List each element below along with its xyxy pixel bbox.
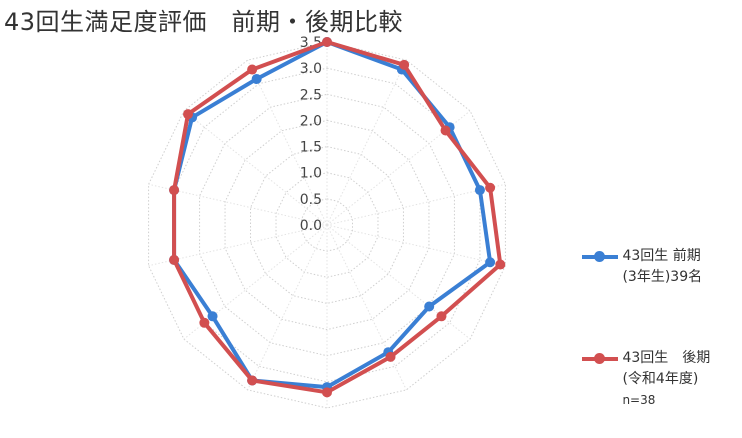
data-point <box>183 109 194 120</box>
r-tick-label: 1.0 <box>300 166 322 182</box>
data-point <box>322 37 332 47</box>
grid-spoke <box>326 110 471 226</box>
legend-label: 43回生 後期 <box>622 350 711 366</box>
legend-entry-series-1: 43回生 後期 (令和4年度) n=38 <box>582 348 710 411</box>
grid-spoke <box>326 59 407 226</box>
grid-spoke <box>183 224 328 340</box>
grid-spoke <box>247 59 328 226</box>
data-point <box>322 387 332 398</box>
grid-spoke <box>247 224 328 391</box>
radar-grid <box>148 41 506 409</box>
grid-spoke <box>326 183 506 226</box>
legend-label-line2: (令和4年度) <box>622 371 699 387</box>
data-point <box>385 351 396 362</box>
grid-spoke <box>326 224 471 340</box>
r-tick-label: 3.0 <box>300 61 322 77</box>
data-point <box>436 311 447 322</box>
data-point <box>169 185 180 196</box>
data-point <box>485 182 496 193</box>
legend-label-line2: (3年生)39名 <box>622 269 703 285</box>
data-point <box>399 59 410 70</box>
data-point <box>424 301 435 312</box>
r-tick-label: 2.5 <box>300 87 322 103</box>
series-layer <box>169 37 506 398</box>
grid-spoke <box>183 110 328 226</box>
radial-tick-labels: 0.00.51.01.52.02.53.03.5 <box>300 35 322 234</box>
grid-ring <box>224 119 430 331</box>
grid-spoke <box>148 183 328 226</box>
r-tick-label: 1.5 <box>300 140 322 156</box>
r-tick-label: 0.5 <box>300 192 322 208</box>
r-tick-label: 2.0 <box>300 113 322 129</box>
grid-ring <box>250 146 404 304</box>
data-point <box>199 317 210 328</box>
data-point <box>247 64 258 75</box>
legend-marker-blue <box>582 246 618 267</box>
legend-entry-series-0: 43回生 前期 (3年生)39名 <box>582 246 702 288</box>
legend-label-line3: n=38 <box>622 393 656 407</box>
grid-ring <box>301 198 353 252</box>
data-point <box>474 185 485 196</box>
grid-ring <box>148 41 506 409</box>
data-point <box>207 311 218 322</box>
legend-marker-red <box>582 348 618 369</box>
legend-label: 43回生 前期 <box>622 248 701 264</box>
data-point <box>495 259 506 270</box>
grid-spoke <box>326 224 407 391</box>
data-point <box>485 257 496 268</box>
data-point <box>169 254 180 265</box>
data-point <box>251 73 262 84</box>
series-line <box>172 40 503 395</box>
chart-title: 43回生満足度評価 前期・後期比較 <box>4 8 404 36</box>
grid-spoke <box>148 224 328 267</box>
series-1 <box>169 37 506 398</box>
data-point <box>440 125 451 136</box>
data-point <box>247 375 258 386</box>
grid-spoke <box>326 224 506 267</box>
r-tick-label: 0.0 <box>300 218 322 234</box>
